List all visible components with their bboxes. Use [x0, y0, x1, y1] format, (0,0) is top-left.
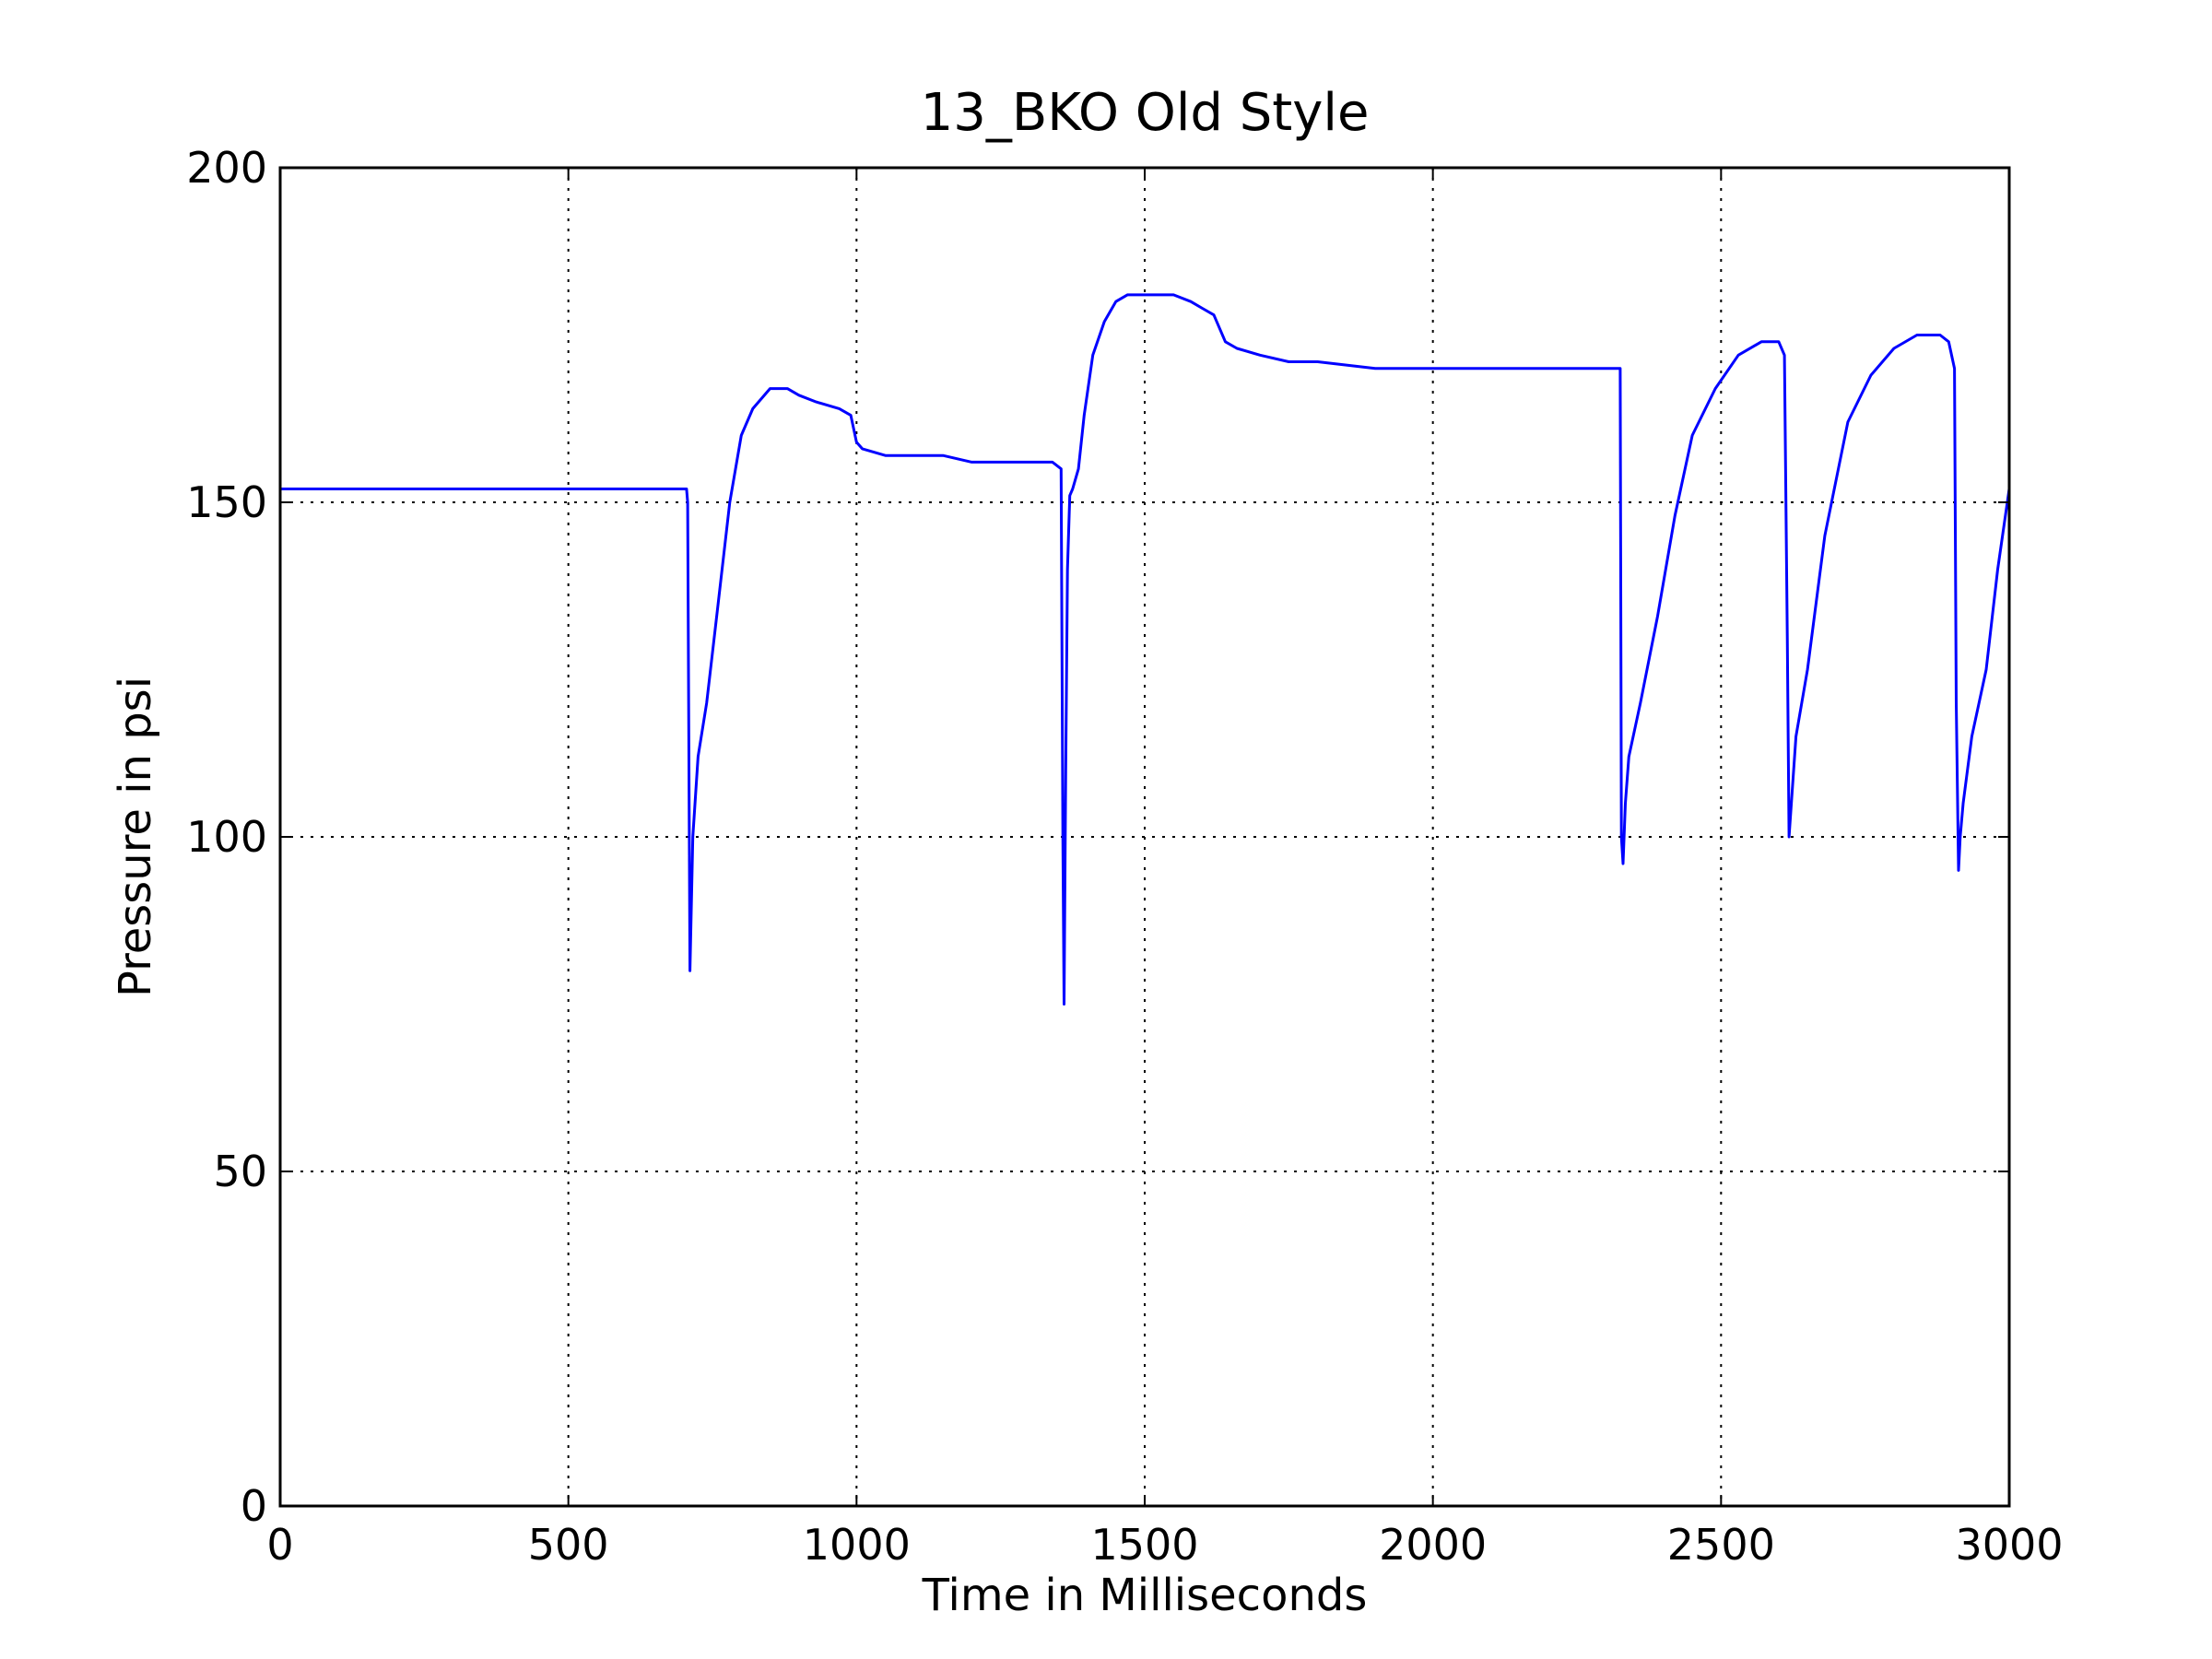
x-tick-label: 0 [266, 1520, 293, 1570]
x-tick-label: 1500 [1090, 1520, 1198, 1570]
y-tick-label: 100 [186, 812, 267, 862]
y-tick-label: 50 [213, 1147, 267, 1196]
y-tick-label: 150 [186, 477, 267, 527]
x-tick-label: 2000 [1379, 1520, 1487, 1570]
x-axis-label: Time in Milliseconds [922, 1570, 1368, 1621]
y-tick-label: 0 [241, 1481, 267, 1531]
x-tick-label: 1000 [803, 1520, 911, 1570]
series-line [280, 293, 2011, 1006]
ticks [279, 167, 2010, 1507]
y-axis-label: Pressure in psi [110, 677, 161, 997]
tick-labels: 0 500 1000 1500 2000 2500 3000 0 50 100 150 200 [186, 143, 2063, 1570]
y-tick-label: 200 [186, 143, 267, 193]
grid-lines [280, 168, 2009, 1506]
chart-title: 13_BKO Old Style [921, 83, 1370, 143]
data-layer [280, 293, 2011, 1006]
x-tick-label: 500 [528, 1520, 609, 1570]
x-tick-label: 3000 [1955, 1520, 2063, 1570]
x-tick-label: 2500 [1667, 1520, 1775, 1570]
